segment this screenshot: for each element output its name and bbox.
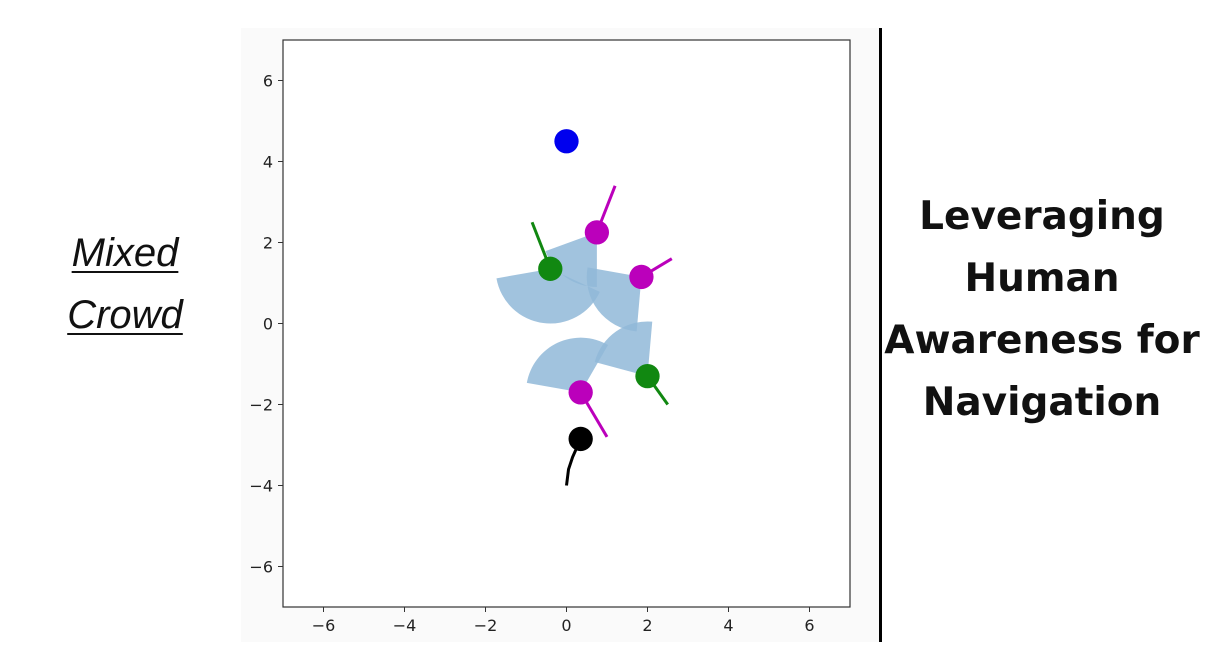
- right-title: Leveraging Human Awareness for Navigatio…: [884, 186, 1200, 434]
- left-label-line1: Mixed: [71, 231, 179, 275]
- robot-marker: [568, 426, 593, 452]
- agent-marker: [629, 264, 654, 290]
- x-tick-label: −4: [393, 616, 417, 635]
- left-label: Mixed Crowd: [20, 222, 230, 346]
- y-tick-label: 2: [263, 234, 273, 253]
- axes-frame: [282, 39, 851, 608]
- left-label-line2: Crowd: [67, 293, 183, 337]
- right-title-line4: Navigation: [922, 380, 1162, 425]
- plot-panel: −6 −4 −2 0 2 4 6 −6 −4 −2 0 2 4 6: [241, 28, 881, 642]
- right-title-line2: Human: [964, 256, 1120, 301]
- y-tick-label: −2: [249, 396, 273, 415]
- y-tick-label: 6: [263, 72, 273, 91]
- fov-wedge: [594, 321, 653, 377]
- fov-wedge: [586, 267, 642, 332]
- agent-marker: [584, 220, 610, 245]
- fov-wedge: [545, 232, 597, 288]
- navigation-plot: −6 −4 −2 0 2 4 6 −6 −4 −2 0 2 4 6: [249, 39, 851, 635]
- agent-marker: [538, 256, 563, 281]
- fov-wedge: [526, 337, 609, 393]
- y-tick-label: −6: [249, 558, 273, 577]
- right-title-line1: Leveraging: [919, 194, 1165, 239]
- x-tick-label: 2: [642, 616, 652, 635]
- right-title-line3: Awareness for: [884, 318, 1200, 363]
- divider: [879, 28, 882, 642]
- agent-marker: [568, 380, 593, 405]
- y-tick-label: 0: [263, 315, 273, 334]
- goal-marker: [554, 129, 579, 154]
- x-tick-label: −2: [474, 616, 498, 635]
- fov-wedge: [496, 268, 600, 324]
- x-tick-label: 6: [804, 616, 814, 635]
- x-tick-label: 0: [561, 616, 571, 635]
- x-tick-label: 4: [723, 616, 733, 635]
- y-tick-label: 4: [263, 153, 273, 172]
- agent-marker: [635, 364, 660, 389]
- y-tick-label: −4: [249, 477, 273, 496]
- x-tick-label: −6: [312, 616, 336, 635]
